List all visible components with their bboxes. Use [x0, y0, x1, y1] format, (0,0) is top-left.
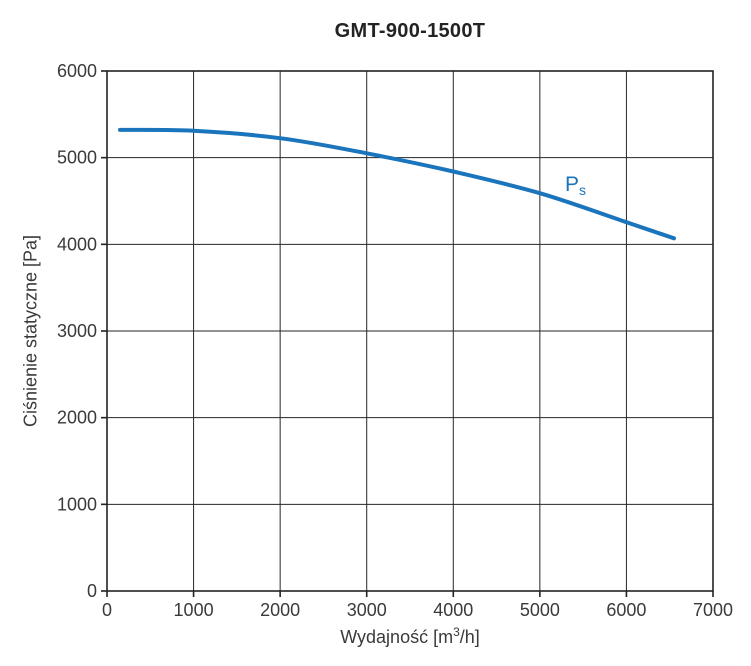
- y-tick-label: 4000: [57, 234, 97, 254]
- x-tick-label: 4000: [433, 600, 473, 620]
- x-tick-label: 2000: [260, 600, 300, 620]
- y-tick-label: 6000: [57, 61, 97, 81]
- plot-border: [106, 70, 714, 592]
- x-tick-label: 0: [102, 600, 112, 620]
- ps-curve-label: Ps: [565, 173, 586, 198]
- y-tick-label: 2000: [57, 408, 97, 428]
- y-tick-label: 5000: [57, 148, 97, 168]
- y-tick-labels: 0 1000 2000 3000 4000 5000 6000: [57, 61, 97, 601]
- x-tick-label: 6000: [606, 600, 646, 620]
- ps-curve-label-subscript: s: [579, 182, 586, 198]
- x-tick-label: 7000: [693, 600, 733, 620]
- x-axis-label-text: Wydajność [m: [340, 627, 454, 647]
- x-tick-label: 3000: [347, 600, 387, 620]
- x-tick-label: 5000: [520, 600, 560, 620]
- y-tick-label: 1000: [57, 494, 97, 514]
- axis-ticks: [101, 70, 714, 597]
- grid-lines: [107, 71, 713, 591]
- y-tick-label: 0: [87, 581, 97, 601]
- y-tick-label: 3000: [57, 321, 97, 341]
- x-axis-label: Wydajność [m3/h]: [107, 625, 713, 648]
- x-axis-label-suffix: /h]: [459, 627, 480, 647]
- ps-curve-label-main: P: [565, 173, 579, 196]
- chart-title: GMT-900-1500T: [334, 20, 486, 42]
- x-axis-label-superscript: 3: [453, 625, 460, 639]
- x-tick-label: 1000: [174, 600, 214, 620]
- ps-curve: [118, 127, 676, 241]
- x-tick-labels: 0 1000 2000 3000 4000 5000 6000 7000: [102, 600, 733, 620]
